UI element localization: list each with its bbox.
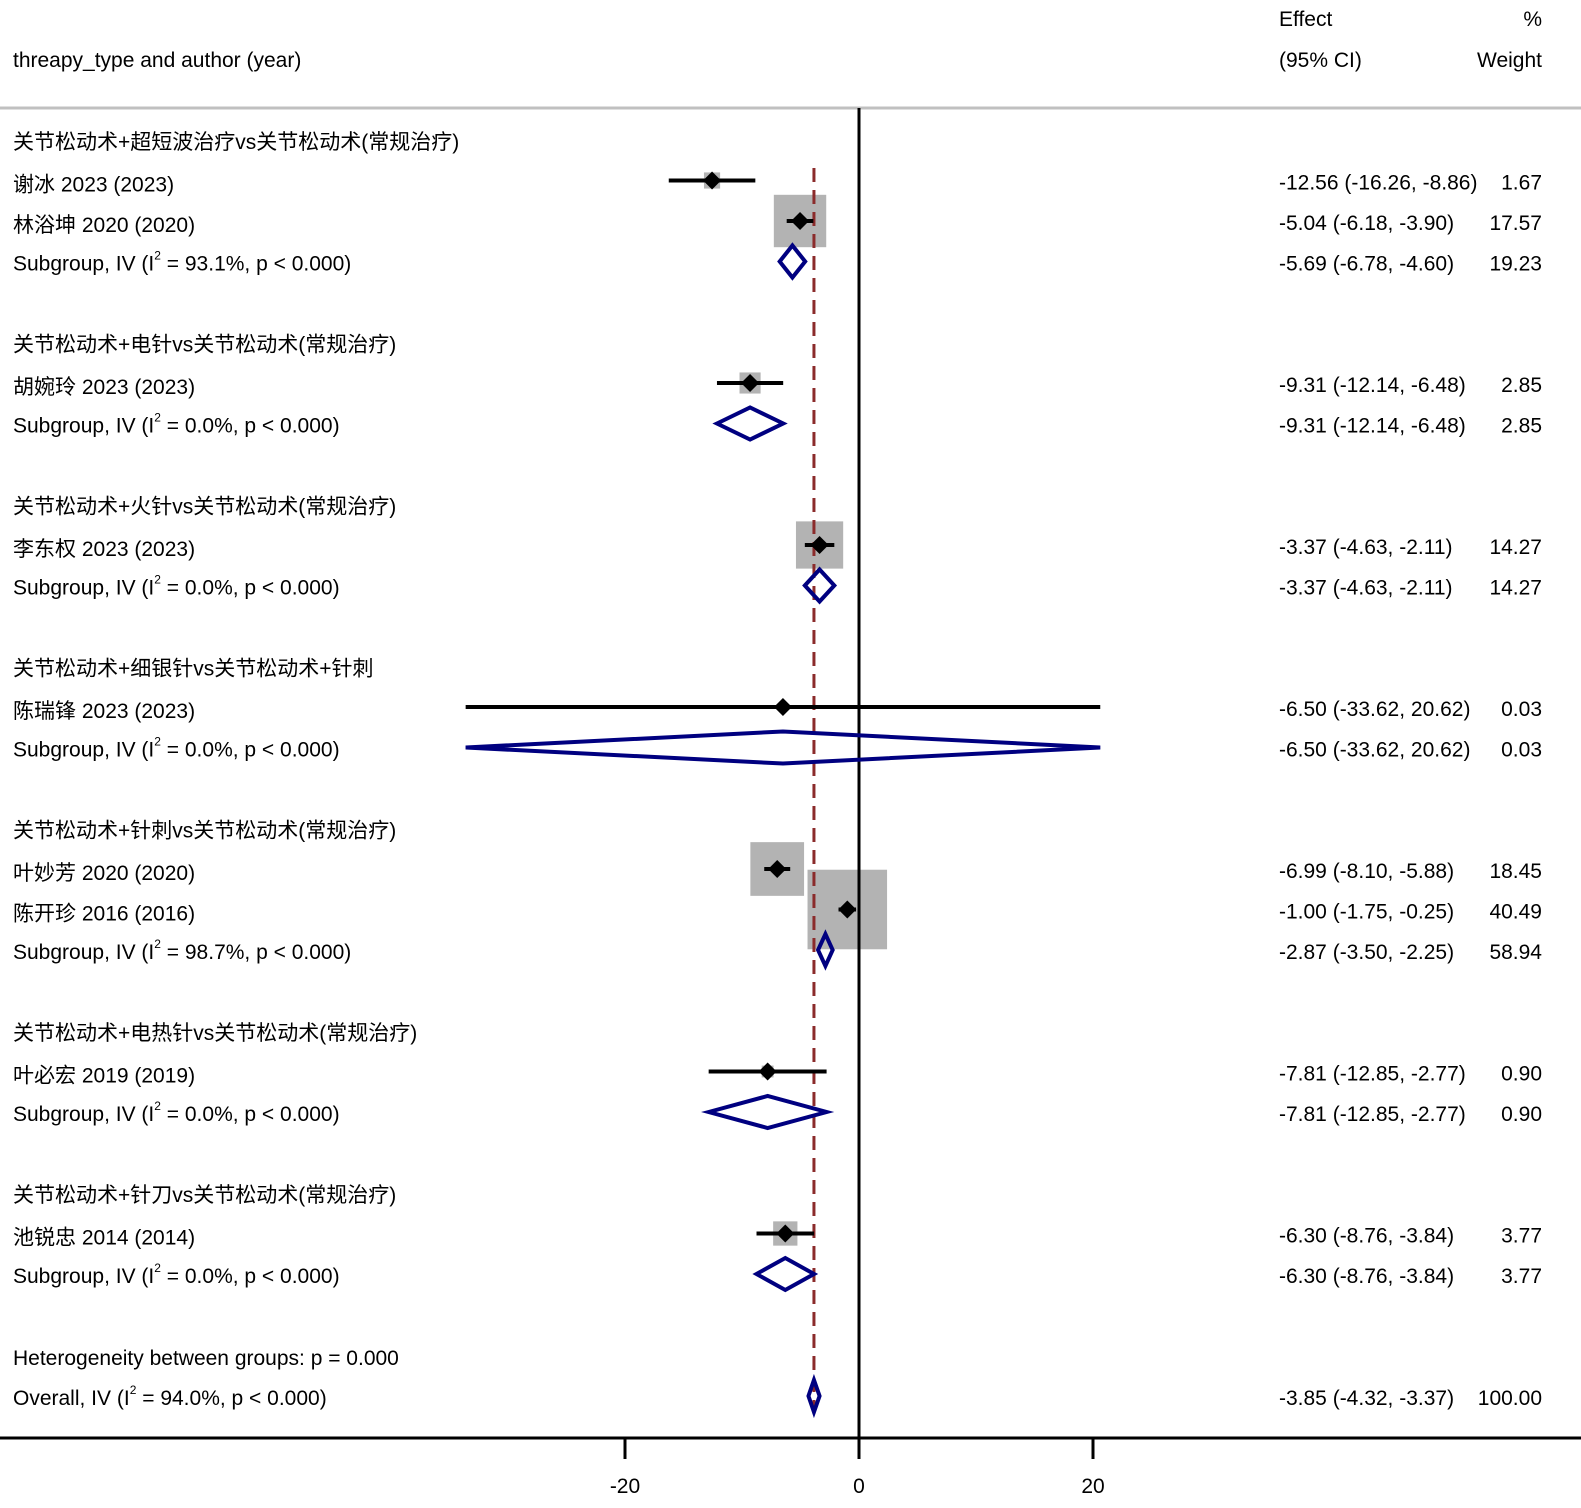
heterogeneity-text: Heterogeneity between groups: p = 0.000	[13, 1347, 399, 1370]
subgroup-weight-text: 19.23	[1489, 253, 1542, 276]
study-effect-text: -9.31 (-12.14, -6.48)	[1279, 374, 1466, 397]
subgroup-label: Subgroup, IV (I2 = 98.7%, p < 0.000)	[13, 937, 351, 964]
x-axis-tick-label: 0	[853, 1475, 865, 1498]
weight-header-line1: %	[1523, 8, 1542, 31]
group-header: 关节松动术+细银针vs关节松动术+针刺	[13, 658, 374, 681]
subgroup-label: Subgroup, IV (I2 = 93.1%, p < 0.000)	[13, 249, 351, 276]
study-point	[776, 1224, 795, 1243]
study-weight-text: 0.03	[1501, 698, 1542, 721]
x-axis-tick-label: 20	[1081, 1475, 1104, 1498]
study-weight-text: 1.67	[1501, 172, 1542, 195]
study-point	[768, 860, 787, 878]
subgroup-weight-text: 58.94	[1489, 941, 1542, 964]
group-header: 关节松动术+火针vs关节松动术(常规治疗)	[13, 496, 396, 519]
subgroup-weight-text: 14.27	[1489, 577, 1542, 600]
study-weight-text: 2.85	[1501, 374, 1542, 397]
subgroup-label: Subgroup, IV (I2 = 0.0%, p < 0.000)	[13, 735, 340, 762]
subgroup-diamond	[802, 566, 838, 605]
study-label: 叶必宏 2019 (2019)	[13, 1065, 195, 1088]
group-header: 关节松动术+电针vs关节松动术(常规治疗)	[13, 334, 396, 357]
subgroup-diamond	[465, 729, 1101, 766]
subgroup-effect-text: -3.37 (-4.63, -2.11)	[1279, 577, 1453, 600]
subgroup-diamond	[752, 1255, 819, 1293]
study-label: 李东权 2023 (2023)	[13, 538, 195, 561]
study-effect-text: -6.30 (-8.76, -3.84)	[1279, 1225, 1454, 1248]
subgroup-label: Subgroup, IV (I2 = 0.0%, p < 0.000)	[13, 1261, 340, 1288]
study-label: 胡婉玲 2023 (2023)	[13, 376, 195, 399]
overall-label: Overall, IV (I2 = 94.0%, p < 0.000)	[13, 1383, 327, 1410]
effect-header-line1: Effect	[1279, 8, 1332, 31]
plot-marks	[465, 171, 1101, 1419]
study-weight-text: 3.77	[1501, 1225, 1542, 1248]
study-point	[758, 1062, 777, 1081]
study-label: 林浴坤 2020 (2020)	[13, 214, 195, 237]
study-point	[838, 900, 857, 919]
overall-diamond	[806, 1373, 822, 1419]
subgroup-effect-text: -7.81 (-12.85, -2.77)	[1279, 1103, 1466, 1126]
subgroup-weight-text: 3.77	[1501, 1265, 1542, 1288]
study-label: 谢冰 2023 (2023)	[13, 174, 174, 197]
study-label: 池锐忠 2014 (2014)	[13, 1227, 195, 1250]
study-point	[791, 212, 810, 230]
subgroup-diamond	[712, 405, 788, 442]
study-weight-text: 0.90	[1501, 1063, 1542, 1086]
study-column-header: threapy_type and author (year)	[13, 49, 301, 72]
subgroup-diamond	[701, 1093, 835, 1131]
study-point	[773, 698, 792, 716]
study-effect-text: -7.81 (-12.85, -2.77)	[1279, 1063, 1466, 1086]
subgroup-effect-text: -9.31 (-12.14, -6.48)	[1279, 415, 1466, 438]
row-labels: 关节松动术+超短波治疗vs关节松动术(常规治疗) 谢冰 2023 (2023) -1…	[13, 131, 1542, 1410]
group-header: 关节松动术+电热针vs关节松动术(常规治疗)	[13, 1022, 417, 1045]
study-weight-text: 14.27	[1489, 536, 1542, 559]
study-effect-text: -1.00 (-1.75, -0.25)	[1279, 901, 1454, 924]
group-header: 关节松动术+超短波治疗vs关节松动术(常规治疗)	[13, 131, 459, 154]
study-label: 陈瑞锋 2023 (2023)	[13, 700, 195, 723]
study-effect-text: -12.56 (-16.26, -8.86)	[1279, 172, 1477, 195]
study-effect-text: -6.99 (-8.10, -5.88)	[1279, 860, 1454, 883]
subgroup-label: Subgroup, IV (I2 = 0.0%, p < 0.000)	[13, 573, 340, 600]
group-header: 关节松动术+针刀vs关节松动术(常规治疗)	[13, 1184, 396, 1207]
weight-boxes	[703, 172, 888, 1246]
study-effect-text: -6.50 (-33.62, 20.62)	[1279, 698, 1470, 721]
subgroup-effect-text: -5.69 (-6.78, -4.60)	[1279, 253, 1454, 276]
study-label: 叶妙芳 2020 (2020)	[13, 862, 195, 885]
x-axis: -20 0 20	[0, 1436, 1581, 1498]
overall-effect-text: -3.85 (-4.32, -3.37)	[1279, 1387, 1454, 1410]
subgroup-effect-text: -6.50 (-33.62, 20.62)	[1279, 739, 1470, 762]
overall-weight-text: 100.00	[1478, 1387, 1542, 1410]
subgroup-diamond	[777, 242, 808, 281]
study-effect-text: -5.04 (-6.18, -3.90)	[1279, 212, 1454, 235]
subgroup-weight-text: 2.85	[1501, 415, 1542, 438]
x-axis-tick-label: -20	[610, 1475, 640, 1498]
study-label: 陈开珍 2016 (2016)	[13, 903, 195, 926]
study-weight-text: 40.49	[1489, 901, 1542, 924]
subgroup-weight-text: 0.90	[1501, 1103, 1542, 1126]
study-point	[810, 536, 829, 554]
effect-header-line2: (95% CI)	[1279, 49, 1362, 72]
study-point	[703, 171, 722, 190]
group-header: 关节松动术+针刺vs关节松动术(常规治疗)	[13, 820, 396, 843]
study-point	[741, 374, 760, 392]
study-effect-text: -3.37 (-4.63, -2.11)	[1279, 536, 1453, 559]
study-weight-text: 17.57	[1489, 212, 1542, 235]
study-weight-text: 18.45	[1489, 860, 1542, 883]
subgroup-effect-text: -2.87 (-3.50, -2.25)	[1279, 941, 1454, 964]
subgroup-label: Subgroup, IV (I2 = 0.0%, p < 0.000)	[13, 1099, 340, 1126]
subgroup-diamond	[815, 929, 835, 971]
subgroup-effect-text: -6.30 (-8.76, -3.84)	[1279, 1265, 1454, 1288]
subgroup-weight-text: 0.03	[1501, 739, 1542, 762]
subgroup-label: Subgroup, IV (I2 = 0.0%, p < 0.000)	[13, 411, 340, 438]
weight-header-line2: Weight	[1477, 49, 1542, 72]
reference-lines	[812, 108, 861, 1438]
